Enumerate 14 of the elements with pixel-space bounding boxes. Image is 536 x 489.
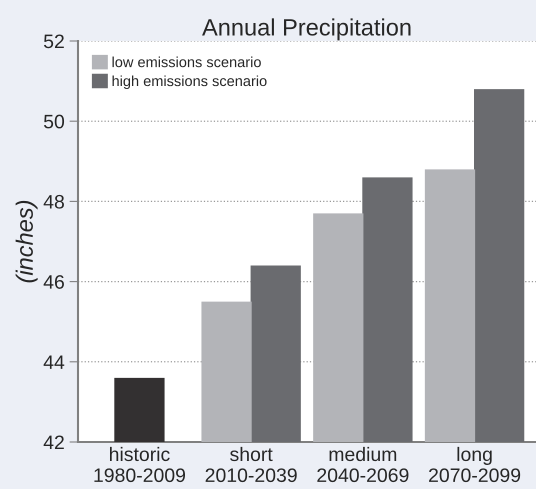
x-tick-label: long 2070-2099 [429,446,520,482]
y-tick-label: 42 [44,435,64,450]
x-tick-label: short 2010-2039 [206,446,297,482]
legend-label: high emissions scenario [112,75,267,90]
legend-label: low emissions scenario [112,56,261,68]
x-tick-label: historic 1980-2009 [94,446,186,482]
chart-title: Annual Precipitation [202,18,410,40]
y-tick-label: 44 [44,355,64,369]
y-axis-title: (inches) [16,200,38,282]
y-tick-label: 50 [44,114,64,128]
y-tick-label: 46 [44,275,64,289]
y-tick-label: 52 [44,34,64,48]
x-tick-label: medium 2040-2069 [317,446,408,482]
y-tick-label: 48 [44,194,64,209]
